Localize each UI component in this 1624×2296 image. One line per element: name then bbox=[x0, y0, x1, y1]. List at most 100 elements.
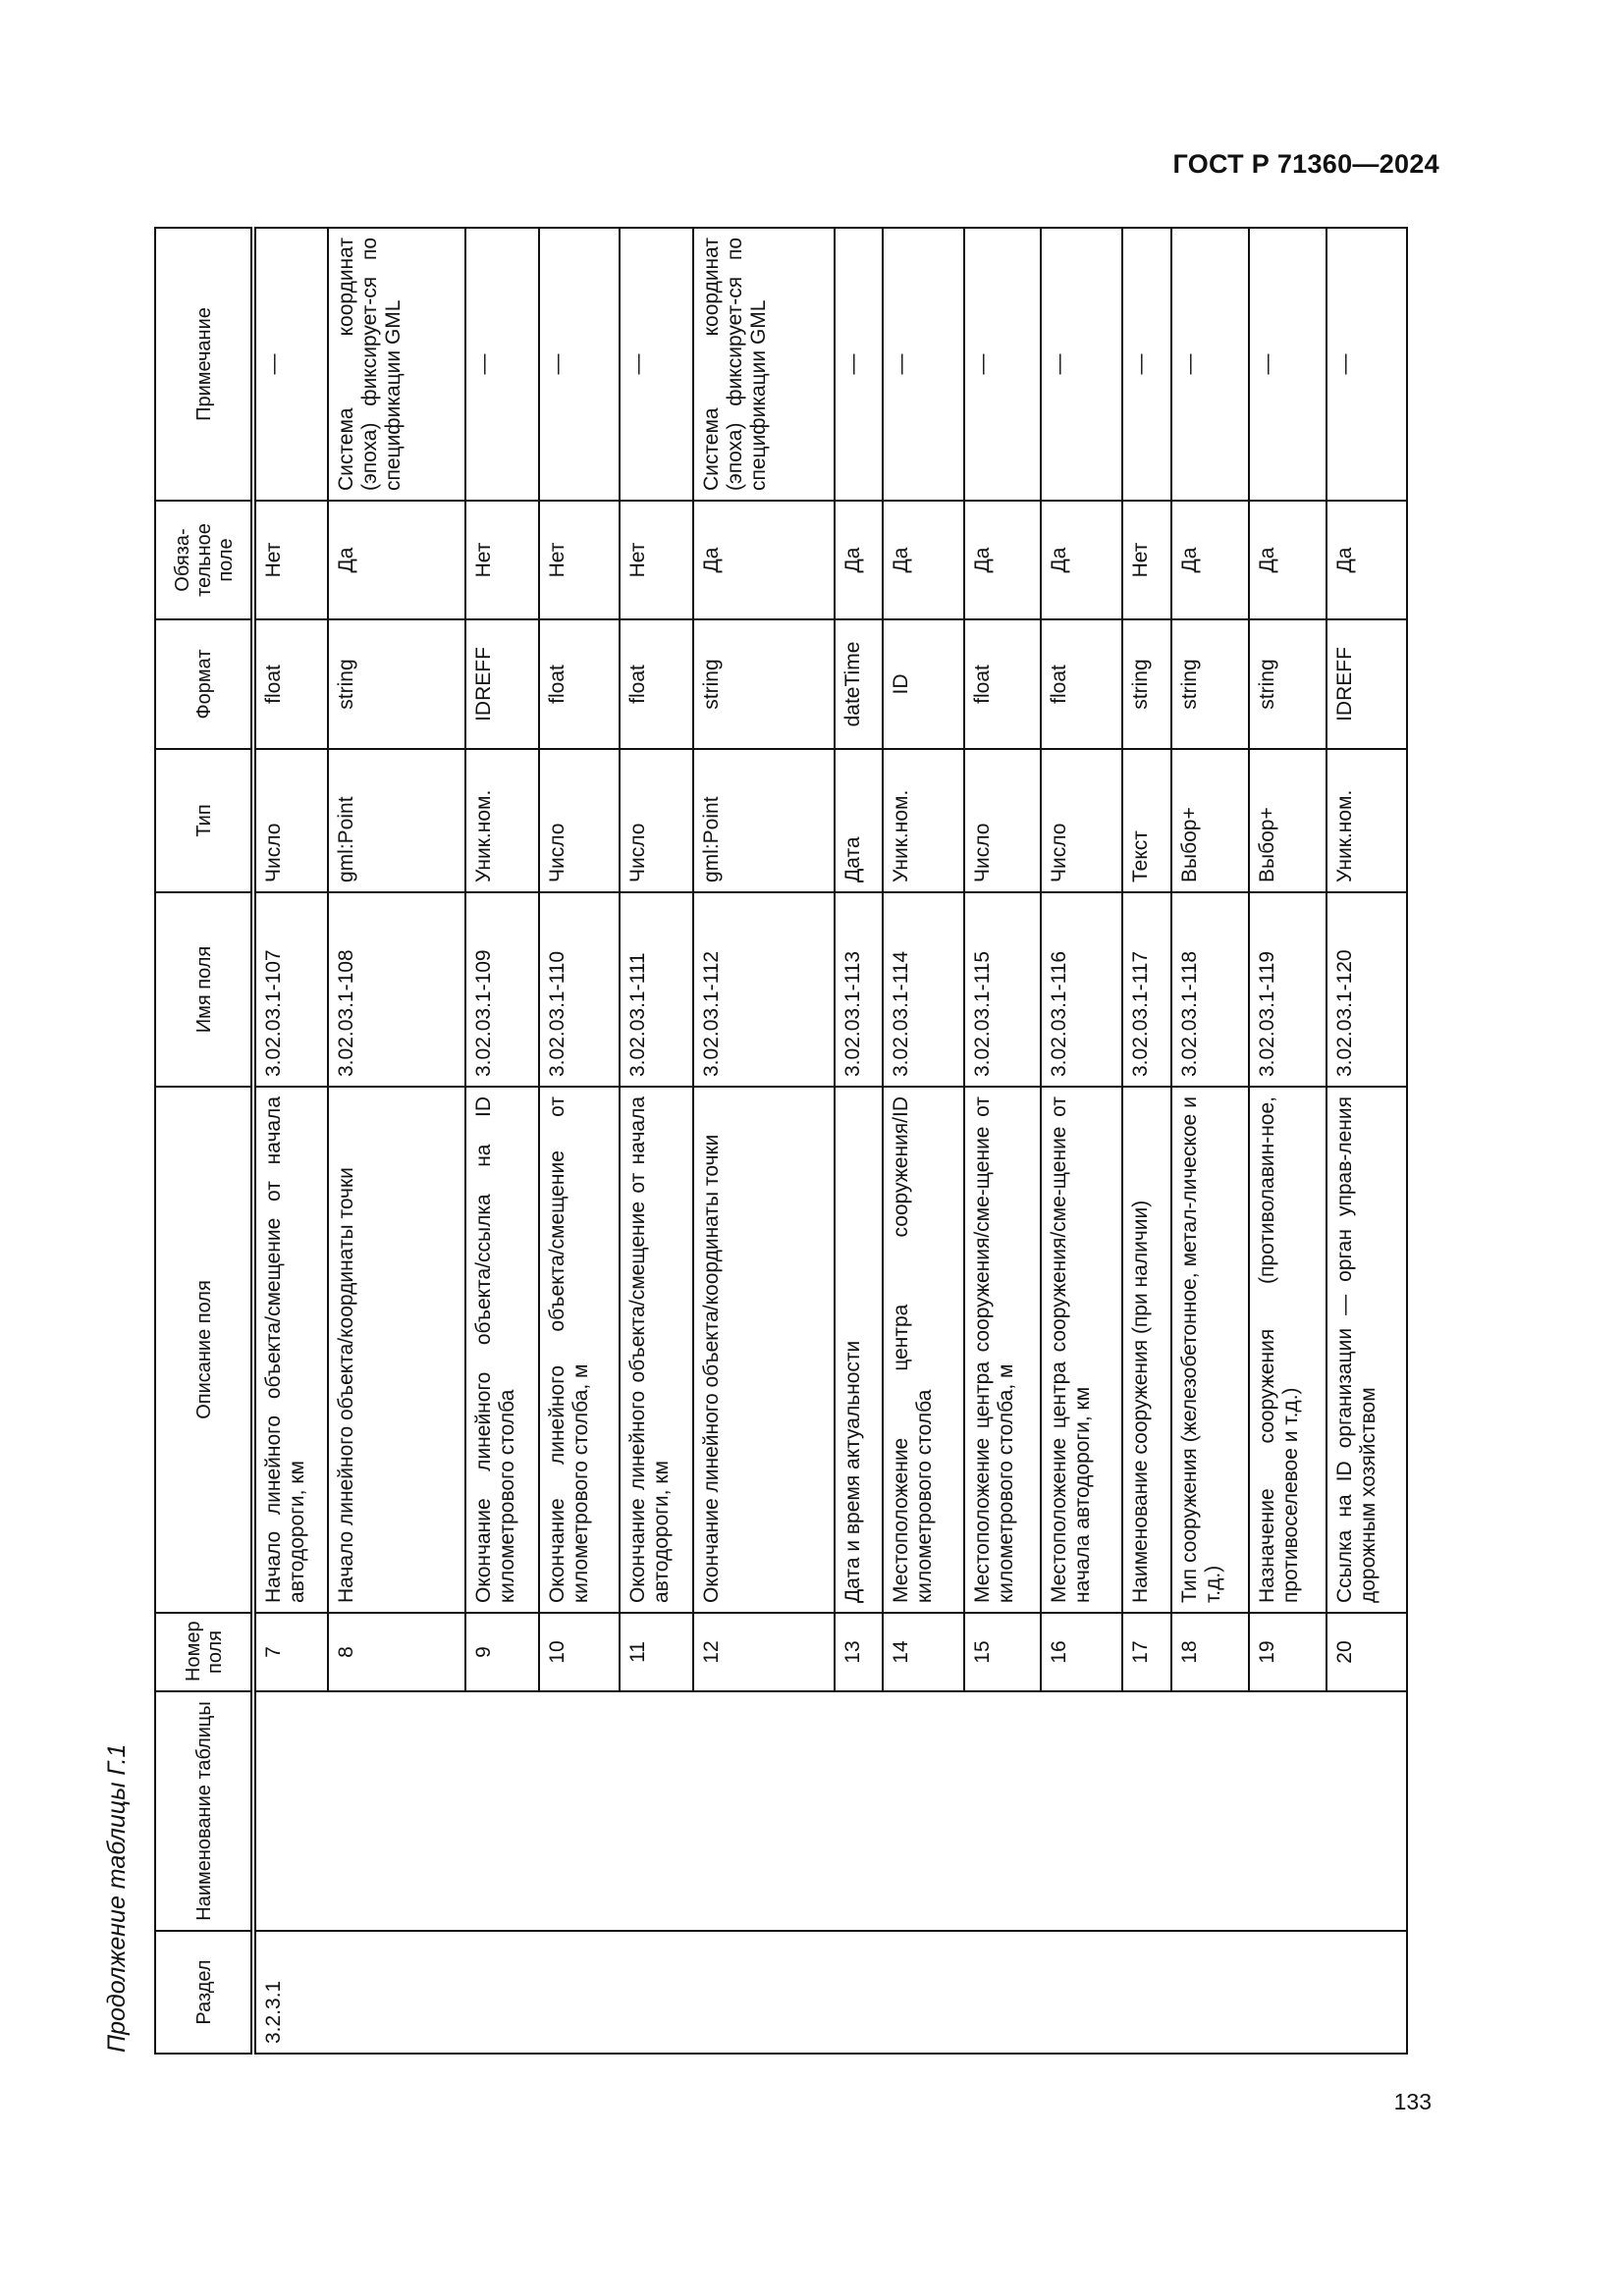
cell-format: float bbox=[253, 619, 329, 749]
cell-note: — bbox=[1170, 228, 1249, 501]
cell-required: Да bbox=[1326, 501, 1407, 619]
cell-description: Местоположение центра сооружения/ID кило… bbox=[882, 1087, 964, 1613]
cell-note: Система координат (эпоха) фиксирует-ся п… bbox=[693, 228, 836, 501]
document-code: ГОСТ Р 71360—2024 bbox=[1172, 149, 1439, 179]
cell-field-number: 12 bbox=[693, 1613, 836, 1691]
cell-description: Дата и время актуальности bbox=[835, 1087, 883, 1613]
cell-note: — bbox=[465, 228, 540, 501]
cell-field-number: 8 bbox=[328, 1613, 466, 1691]
cell-format: string bbox=[1248, 619, 1326, 749]
cell-note: — bbox=[1040, 228, 1122, 501]
cell-field-number: 19 bbox=[1248, 1613, 1326, 1691]
cell-type: Уник.ном. bbox=[1326, 749, 1407, 892]
page-number: 133 bbox=[1393, 2089, 1432, 2114]
column-header-required: Обяза-тельное поле bbox=[155, 501, 253, 619]
cell-type: Уник.ном. bbox=[882, 749, 964, 892]
cell-note: — bbox=[1121, 228, 1171, 501]
table-header-row: Раздел Наименование таблицы Номер поля Опис… bbox=[155, 228, 253, 2054]
cell-required: Да bbox=[1170, 501, 1249, 619]
table-caption: Продолжение таблицы Г.1 bbox=[103, 1743, 131, 2053]
column-header-type: Тип bbox=[155, 749, 253, 892]
column-header-note: Примечание bbox=[155, 228, 253, 501]
cell-type: gml:Point bbox=[693, 749, 836, 892]
cell-note: — bbox=[835, 228, 883, 501]
cell-field-name: 3.02.03.1-108 bbox=[328, 892, 466, 1087]
cell-required: Да bbox=[693, 501, 836, 619]
cell-required: Нет bbox=[253, 501, 329, 619]
cell-required: Да bbox=[1248, 501, 1326, 619]
cell-required: Да bbox=[835, 501, 883, 619]
cell-type: Дата bbox=[835, 749, 883, 892]
cell-field-number: 20 bbox=[1326, 1613, 1407, 1691]
cell-field-number: 10 bbox=[539, 1613, 621, 1691]
cell-table-name bbox=[253, 1691, 1407, 1931]
cell-description: Окончание линейного объекта/смещение от … bbox=[620, 1087, 694, 1613]
cell-field-name: 3.02.03.1-112 bbox=[693, 892, 836, 1087]
cell-required: Нет bbox=[1121, 501, 1171, 619]
cell-format: IDREFF bbox=[465, 619, 540, 749]
cell-field-number: 13 bbox=[835, 1613, 883, 1691]
fields-table: Раздел Наименование таблицы Номер поля Опис… bbox=[154, 227, 1408, 2055]
cell-note: — bbox=[882, 228, 964, 501]
cell-required: Да bbox=[882, 501, 964, 619]
cell-field-number: 18 bbox=[1170, 1613, 1249, 1691]
cell-format: string bbox=[328, 619, 466, 749]
cell-type: Число bbox=[253, 749, 329, 892]
cell-field-name: 3.02.03.1-118 bbox=[1170, 892, 1249, 1087]
cell-field-number: 15 bbox=[963, 1613, 1041, 1691]
column-header-description: Описание поля bbox=[155, 1087, 253, 1613]
cell-description: Наименование сооружения (при наличии) bbox=[1121, 1087, 1171, 1613]
cell-note: Система координат (эпоха) фиксирует-ся п… bbox=[328, 228, 466, 501]
cell-description: Местоположение центра сооружения/сме-щен… bbox=[963, 1087, 1041, 1613]
cell-field-name: 3.02.03.1-111 bbox=[620, 892, 694, 1087]
cell-type: Число bbox=[1040, 749, 1122, 892]
cell-format: float bbox=[539, 619, 621, 749]
cell-field-name: 3.02.03.1-110 bbox=[539, 892, 621, 1087]
cell-description: Окончание линейного объекта/ссылка на ID… bbox=[465, 1087, 540, 1613]
cell-type: Число bbox=[963, 749, 1041, 892]
cell-description: Начало линейного объекта/смещение от нач… bbox=[253, 1087, 329, 1613]
cell-note: — bbox=[539, 228, 621, 501]
cell-format: float bbox=[963, 619, 1041, 749]
cell-section: 3.2.3.1 bbox=[253, 1931, 1407, 2054]
column-header-field-name: Имя поля bbox=[155, 892, 253, 1087]
cell-required: Да bbox=[1040, 501, 1122, 619]
cell-field-number: 14 bbox=[882, 1613, 964, 1691]
cell-type: Уник.ном. bbox=[465, 749, 540, 892]
cell-format: ID bbox=[882, 619, 964, 749]
column-header-section: Раздел bbox=[155, 1931, 253, 2054]
cell-field-name: 3.02.03.1-114 bbox=[882, 892, 964, 1087]
cell-type: Выбор+ bbox=[1170, 749, 1249, 892]
cell-note: — bbox=[963, 228, 1041, 501]
cell-note: — bbox=[1248, 228, 1326, 501]
cell-description: Начало линейного объекта/координаты точк… bbox=[328, 1087, 466, 1613]
cell-description: Окончание линейного объекта/смещение от … bbox=[539, 1087, 621, 1613]
cell-required: Да bbox=[963, 501, 1041, 619]
cell-description: Назначение сооружения (противолавин-ное,… bbox=[1248, 1087, 1326, 1613]
rotated-table-container: Продолжение таблицы Г.1 Раздел Наименован… bbox=[103, 227, 1408, 2055]
cell-format: IDREFF bbox=[1326, 619, 1407, 749]
cell-field-name: 3.02.03.1-109 bbox=[465, 892, 540, 1087]
cell-required: Нет bbox=[465, 501, 540, 619]
cell-field-name: 3.02.03.1-116 bbox=[1040, 892, 1122, 1087]
cell-field-number: 16 bbox=[1040, 1613, 1122, 1691]
cell-type: Выбор+ bbox=[1248, 749, 1326, 892]
cell-type: Число bbox=[620, 749, 694, 892]
cell-field-number: 7 bbox=[253, 1613, 329, 1691]
cell-format: string bbox=[1170, 619, 1249, 749]
column-header-table-name: Наименование таблицы bbox=[155, 1691, 253, 1931]
cell-note: — bbox=[1326, 228, 1407, 501]
cell-field-name: 3.02.03.1-115 bbox=[963, 892, 1041, 1087]
cell-description: Окончание линейного объекта/координаты т… bbox=[693, 1087, 836, 1613]
cell-note: — bbox=[253, 228, 329, 501]
cell-description: Местоположение центра сооружения/сме-щен… bbox=[1040, 1087, 1122, 1613]
cell-type: gml:Point bbox=[328, 749, 466, 892]
cell-description: Ссылка на ID организации — орган управ-л… bbox=[1326, 1087, 1407, 1613]
cell-field-name: 3.02.03.1-107 bbox=[253, 892, 329, 1087]
cell-format: float bbox=[620, 619, 694, 749]
cell-field-number: 9 bbox=[465, 1613, 540, 1691]
cell-format: string bbox=[1121, 619, 1171, 749]
table-row: 3.2.3.1 7 Начало линейного объекта/смещени… bbox=[253, 228, 1407, 2054]
cell-description: Тип сооружения (железобетонное, метал-ли… bbox=[1170, 1087, 1249, 1613]
cell-field-number: 17 bbox=[1121, 1613, 1171, 1691]
